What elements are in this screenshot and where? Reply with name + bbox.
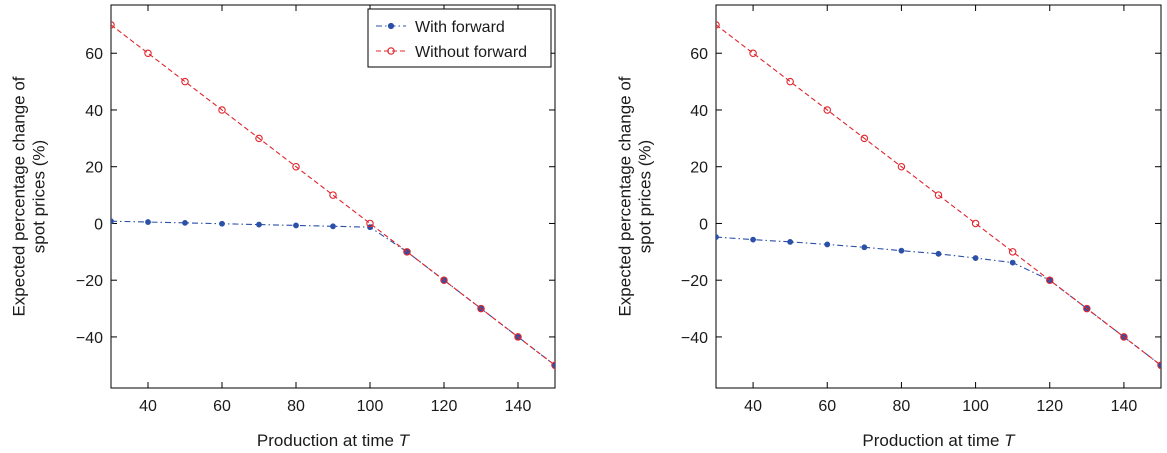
data-point-circle xyxy=(255,134,263,143)
legend: With forward Without forward xyxy=(367,8,552,68)
x-tick-label: 80 xyxy=(287,398,305,415)
legend-marker-star xyxy=(387,22,395,30)
series-with-forward xyxy=(716,234,1161,369)
data-point-circle xyxy=(218,106,226,114)
y-tick-label: −40 xyxy=(681,330,708,347)
data-point-star xyxy=(1158,362,1161,369)
data-point-circle xyxy=(971,219,980,228)
x-tick-label: 60 xyxy=(818,398,836,415)
legend-label: Without forward xyxy=(415,44,527,61)
data-point-star xyxy=(787,238,794,245)
chart-panel-1: 40 60 80 100 120 140 −40 −20 0 20 40 60 Production a… xyxy=(9,4,556,450)
x-tick-label: 40 xyxy=(139,398,157,415)
x-tick-label: 140 xyxy=(1111,398,1138,415)
y-tick-label: 0 xyxy=(94,216,103,233)
y-axis-label-line-1: Expected percentage change of xyxy=(615,76,634,316)
data-point-circle xyxy=(366,219,374,228)
y-tick-label: −40 xyxy=(76,330,103,347)
data-point-circle xyxy=(292,162,300,171)
data-point-circle xyxy=(1083,304,1091,313)
data-point-circle xyxy=(144,49,152,57)
data-point-circle xyxy=(1120,333,1128,341)
y-tick-label: 60 xyxy=(85,46,103,63)
plot-frame xyxy=(110,4,556,389)
x-axis-label-text: Production at time xyxy=(862,431,1004,450)
x-tick-label: 120 xyxy=(1036,398,1063,415)
data-point-star xyxy=(256,221,262,228)
plot-area xyxy=(111,21,555,370)
legend-box xyxy=(367,8,552,68)
data-point-circle xyxy=(477,304,485,313)
data-point-circle xyxy=(786,77,794,86)
y-tick-label: 20 xyxy=(690,160,708,177)
y-axis-label-line-2: spot prices (%) xyxy=(635,140,654,253)
data-point-star xyxy=(898,247,905,254)
data-point-circle xyxy=(440,276,448,284)
x-tick-label: 100 xyxy=(962,398,989,415)
x-axis-label-variable: T xyxy=(399,431,411,450)
data-point-star xyxy=(111,218,114,225)
data-point-star xyxy=(293,222,299,229)
legend-marker-circle xyxy=(387,47,395,55)
data-point-star xyxy=(861,244,868,251)
data-point-circle xyxy=(934,191,943,199)
data-point-star xyxy=(716,234,719,240)
x-axis-label: Production at time T xyxy=(862,431,1016,450)
y-tick-label: 20 xyxy=(85,160,103,177)
data-point-star xyxy=(972,255,979,261)
data-point-star xyxy=(1009,259,1016,266)
x-tick-label: 60 xyxy=(213,398,231,415)
data-point-circle xyxy=(823,106,831,114)
data-point-star xyxy=(824,241,831,248)
legend-label: With forward xyxy=(415,19,505,36)
data-point-circle xyxy=(403,248,411,256)
data-point-circle xyxy=(716,21,720,29)
series-without-forward xyxy=(111,21,555,370)
data-point-circle xyxy=(1046,276,1054,284)
plot-area xyxy=(716,21,1161,370)
data-point-circle xyxy=(514,333,522,341)
data-point-circle xyxy=(111,21,115,29)
data-point-circle xyxy=(860,134,869,143)
data-point-circle xyxy=(897,162,906,171)
series-with-forward xyxy=(111,218,555,369)
plot-frame xyxy=(715,4,1162,389)
data-point-circle xyxy=(329,191,337,199)
x-tick-label: 80 xyxy=(893,398,911,415)
x-tick-label: 40 xyxy=(744,398,762,415)
data-point-circle xyxy=(1008,248,1017,256)
x-tick-label: 100 xyxy=(357,398,384,415)
data-point-circle xyxy=(1157,361,1161,370)
y-axis-label-line-1: Expected percentage change of xyxy=(9,76,28,316)
data-point-circle xyxy=(551,361,555,370)
data-point-star xyxy=(145,219,151,225)
y-tick-label: 60 xyxy=(690,46,708,63)
y-tick-label: 40 xyxy=(690,103,708,120)
x-axis-label-text: Production at time xyxy=(257,431,399,450)
x-tick-label: 140 xyxy=(505,398,532,415)
data-point-star xyxy=(182,219,188,226)
series-line xyxy=(111,220,555,366)
data-point-circle xyxy=(181,77,189,86)
y-tick-label: −20 xyxy=(76,273,103,290)
series-line xyxy=(111,24,555,366)
x-axis-label: Production at time T xyxy=(257,431,411,450)
series-without-forward xyxy=(716,21,1161,370)
y-tick-label: −20 xyxy=(681,273,708,290)
data-point-star xyxy=(330,223,336,230)
x-tick-label: 120 xyxy=(431,398,458,415)
data-point-star xyxy=(750,236,756,243)
data-point-circle xyxy=(749,49,757,57)
y-tick-label: 40 xyxy=(85,103,103,120)
data-point-star xyxy=(219,220,225,227)
data-point-star xyxy=(935,250,942,257)
y-axis-label-line-2: spot prices (%) xyxy=(29,140,48,253)
y-tick-label: 0 xyxy=(699,216,708,233)
x-axis-label-variable: T xyxy=(1004,431,1016,450)
chart-panel-2: 40 60 80 100 120 140 −40 −20 0 20 40 60 Production a… xyxy=(615,4,1162,450)
series-line xyxy=(716,24,1161,366)
data-point-star xyxy=(552,362,555,369)
